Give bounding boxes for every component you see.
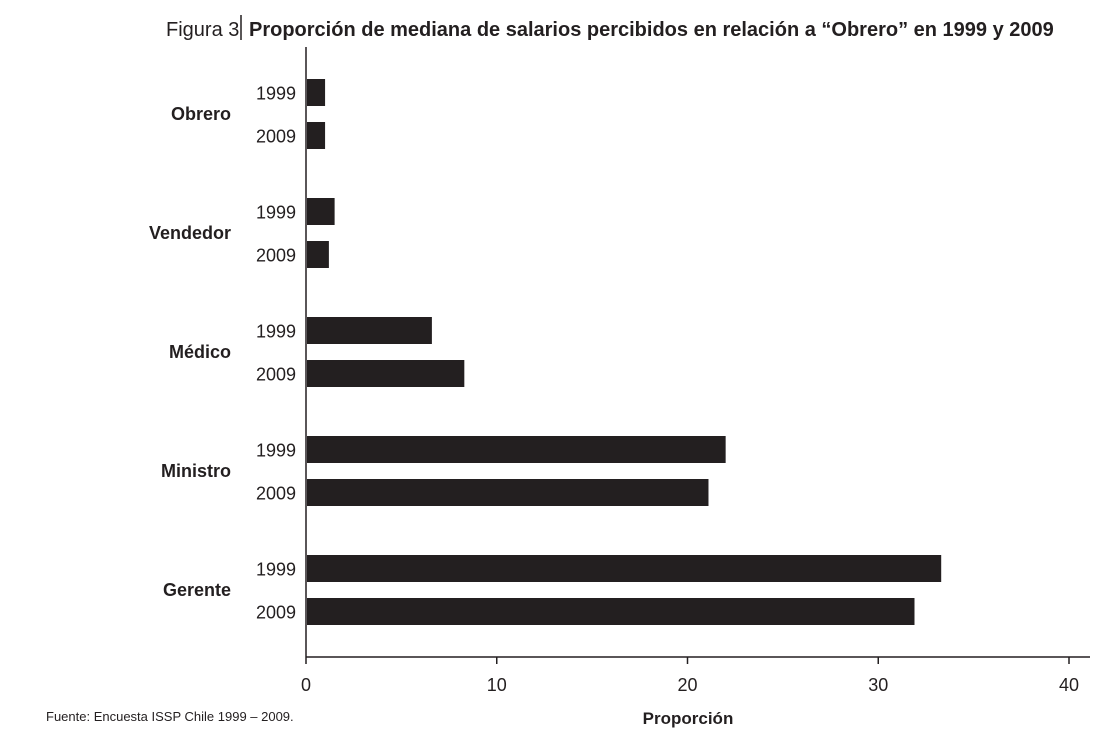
bar-ministro-1999 [307,436,726,463]
bar-group-obrero: Obrero 1999 2009 [171,79,325,149]
x-tick-label-0: 0 [301,675,311,695]
source-note: Fuente: Encuesta ISSP Chile 1999 – 2009. [46,709,294,724]
series-label-medico-1999: 1999 [256,322,296,342]
series-label-gerente-2009: 2009 [256,603,296,623]
series-label-ministro-2009: 2009 [256,484,296,504]
category-label-medico: Médico [169,342,231,362]
x-axis-title: Proporción [643,709,734,728]
x-axis-ticks: 0 10 20 30 40 [301,657,1079,695]
series-label-vendedor-1999: 1999 [256,203,296,223]
category-label-vendedor: Vendedor [149,223,231,243]
bar-group-vendedor: Vendedor 1999 2009 [149,198,335,268]
bar-ministro-2009 [307,479,708,506]
bar-medico-2009 [307,360,464,387]
category-label-gerente: Gerente [163,580,231,600]
x-tick-label-20: 20 [677,675,697,695]
plot-area: Obrero 1999 2009 Vendedor 1999 2009 Médico 1999… [149,79,941,625]
series-label-obrero-1999: 1999 [256,84,296,104]
bar-medico-1999 [307,317,432,344]
bar-vendedor-1999 [307,198,335,225]
chart-title: Figura 3 Proporción de mediana de salari… [166,15,1054,41]
bar-obrero-1999 [307,79,325,106]
bar-gerente-2009 [307,598,914,625]
bar-vendedor-2009 [307,241,329,268]
bar-group-gerente: Gerente 1999 2009 [163,555,941,625]
series-label-medico-2009: 2009 [256,365,296,385]
x-tick-label-10: 10 [487,675,507,695]
series-label-obrero-2009: 2009 [256,127,296,147]
x-tick-label-40: 40 [1059,675,1079,695]
series-label-ministro-1999: 1999 [256,441,296,461]
bar-obrero-2009 [307,122,325,149]
x-tick-label-30: 30 [868,675,888,695]
chart-title-text: Proporción de mediana de salarios percib… [249,19,1054,41]
category-label-ministro: Ministro [161,461,231,481]
series-label-vendedor-2009: 2009 [256,246,296,266]
series-label-gerente-1999: 1999 [256,560,296,580]
bar-group-ministro: Ministro 1999 2009 [161,436,726,506]
bar-group-medico: Médico 1999 2009 [169,317,464,387]
bar-gerente-1999 [307,555,941,582]
category-label-obrero: Obrero [171,104,231,124]
title-prefix: Figura 3 [166,19,239,41]
